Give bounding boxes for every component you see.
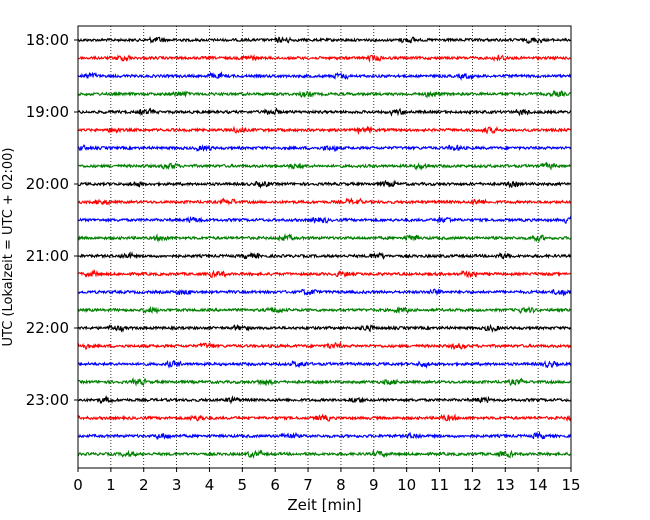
seismic-trace [77, 430, 572, 441]
seismic-trace [77, 269, 572, 279]
x-tick-label: 3 [172, 476, 182, 494]
seismic-trace [77, 377, 572, 387]
seismic-trace [77, 107, 572, 117]
seismic-trace [77, 288, 572, 297]
x-tick-label: 7 [303, 476, 313, 494]
x-tick-label: 10 [397, 476, 416, 494]
x-tick-label: 6 [270, 476, 280, 494]
seismic-traces [77, 35, 572, 459]
x-tick-label: 8 [336, 476, 346, 494]
seismic-trace [77, 233, 572, 243]
y-tick-label: 21:00 [26, 247, 69, 265]
seismic-trace [77, 413, 572, 423]
seismic-trace [77, 305, 572, 315]
x-axis-ticks: 0 1 2 3 4 5 6 7 8 9 10 11 12 13 14 15 [73, 468, 581, 494]
x-tick-label: 12 [463, 476, 482, 494]
x-tick-label: 9 [369, 476, 379, 494]
y-tick-label: 20:00 [26, 175, 69, 193]
x-tick-label: 5 [238, 476, 248, 494]
seismic-trace [77, 197, 572, 207]
seismic-trace [77, 144, 572, 153]
seismic-trace [77, 35, 572, 44]
seismic-trace [77, 179, 572, 189]
seismic-trace [77, 323, 572, 333]
y-tick-label: 23:00 [26, 391, 69, 409]
x-tick-label: 15 [561, 476, 580, 494]
x-tick-label: 11 [430, 476, 449, 494]
x-tick-label: 14 [529, 476, 548, 494]
x-tick-label: 1 [106, 476, 116, 494]
x-tick-label: 13 [496, 476, 515, 494]
x-tick-label: 0 [73, 476, 83, 494]
y-tick-label: 18:00 [26, 31, 69, 49]
seismic-trace [77, 161, 572, 171]
seismic-trace [77, 251, 572, 260]
y-axis-label: UTC (Lokalzeit = UTC + 02:00) [1, 148, 16, 347]
seismic-trace [77, 394, 572, 405]
plot-frame [77, 25, 572, 469]
seismic-trace [77, 360, 572, 369]
x-axis-label: Zeit [min] [287, 496, 361, 514]
seismic-trace [77, 53, 572, 63]
seismic-trace [77, 71, 572, 81]
seismic-trace [77, 125, 572, 135]
y-tick-label: 22:00 [26, 319, 69, 337]
seismic-trace [77, 341, 572, 351]
seismic-trace [77, 89, 572, 99]
x-tick-label: 2 [139, 476, 149, 494]
seismic-trace [77, 448, 572, 459]
x-tick-label: 4 [205, 476, 215, 494]
seismic-trace [77, 215, 572, 225]
y-axis-ticks: 18:00 19:00 20:00 21:00 22:00 23:00 [26, 31, 78, 409]
y-tick-label: 19:00 [26, 103, 69, 121]
